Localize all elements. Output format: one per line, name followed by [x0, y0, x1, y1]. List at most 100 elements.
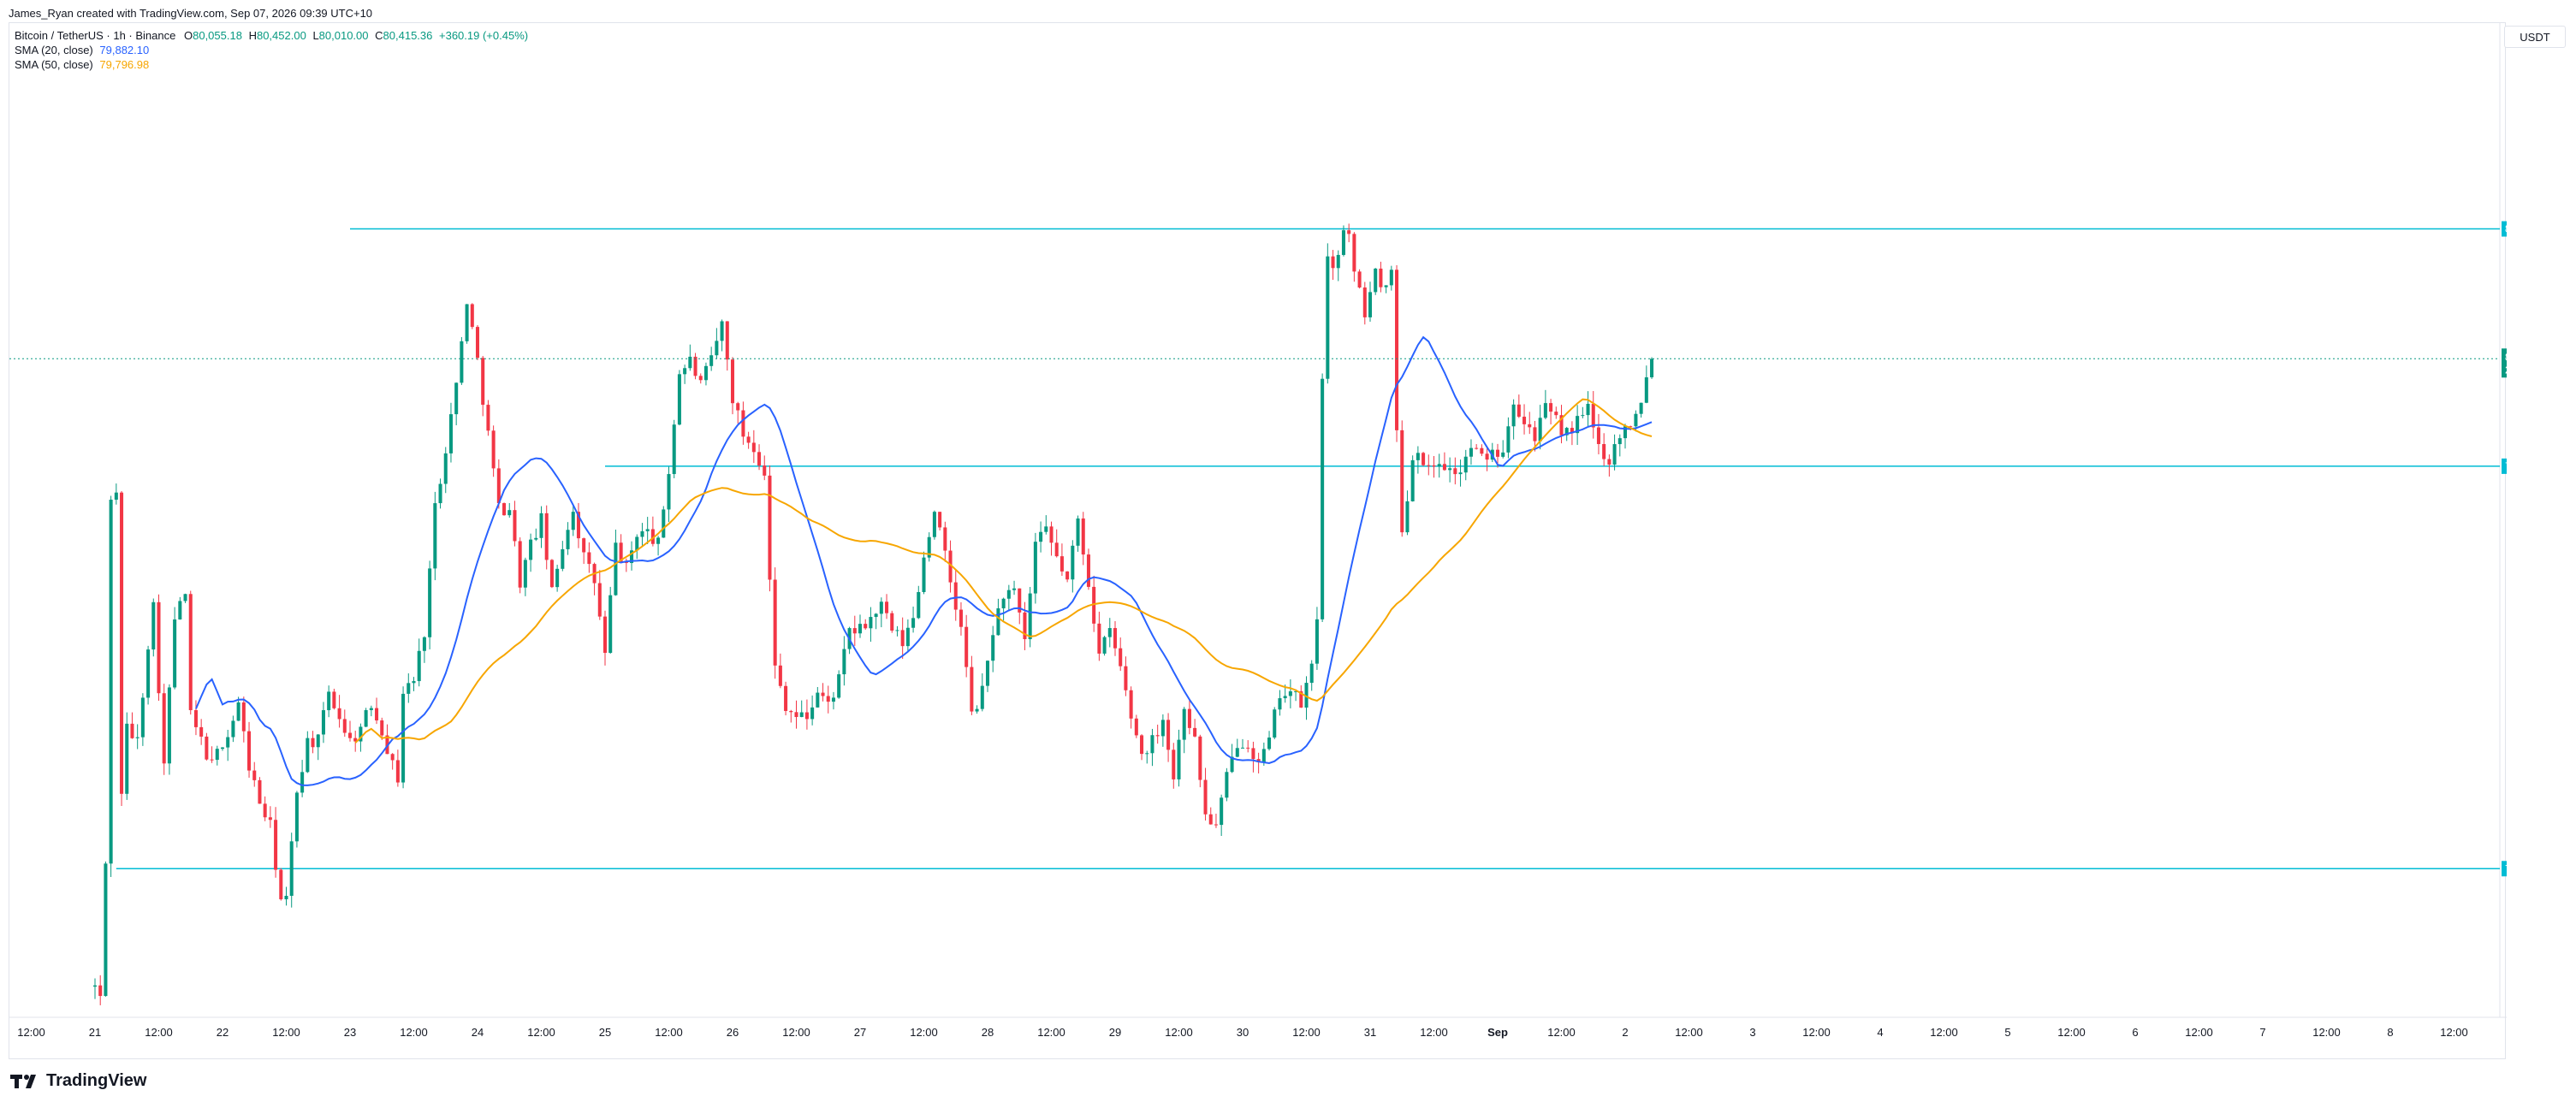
candle-body	[215, 749, 219, 761]
candle-body	[369, 708, 373, 710]
candle-body	[412, 681, 416, 684]
candle-body	[1581, 415, 1585, 417]
candle-body	[905, 627, 910, 647]
candle	[321, 702, 325, 744]
x-tick-label: 2	[1622, 1026, 1628, 1039]
candle	[1475, 444, 1479, 450]
candle	[784, 681, 788, 716]
x-tick-label: 25	[599, 1026, 611, 1039]
candle	[858, 614, 863, 638]
chart-frame[interactable]: 83,000.0082,750.0082,500.0082,250.0082,0…	[9, 22, 2507, 1060]
candle-body	[1570, 428, 1574, 434]
candle-body	[247, 731, 252, 771]
candle	[688, 344, 692, 371]
candle-body	[1607, 459, 1611, 465]
candle	[1309, 660, 1314, 691]
candle-body	[1033, 542, 1037, 594]
sma20-legend-row[interactable]: SMA (20, close) 79,882.10	[15, 43, 528, 57]
chart-legend: Bitcoin / TetherUS · 1h · Binance O80,05…	[15, 28, 528, 72]
candle	[715, 328, 719, 359]
candle	[922, 551, 926, 595]
candle	[146, 645, 151, 705]
x-tick-label: 21	[89, 1026, 101, 1039]
candle-body	[619, 542, 623, 562]
candle-body	[1576, 416, 1580, 434]
candle-body	[1475, 447, 1479, 449]
candle-body	[448, 414, 453, 453]
candle-body	[1081, 518, 1085, 555]
candle-body	[390, 754, 395, 761]
candle	[645, 517, 650, 545]
candle	[1612, 434, 1617, 471]
candle	[332, 688, 336, 710]
candle	[486, 400, 490, 436]
candle	[864, 619, 868, 631]
candle	[1304, 676, 1309, 720]
candle-body	[773, 579, 777, 666]
candle	[496, 459, 501, 509]
candle-body	[1602, 444, 1606, 459]
x-tick-label: 12:00	[1037, 1026, 1065, 1039]
candle-body	[279, 869, 283, 900]
candle-body	[342, 719, 347, 733]
candle-body	[475, 327, 480, 358]
symbol-row[interactable]: Bitcoin / TetherUS · 1h · Binance O80,05…	[15, 28, 528, 43]
candle	[1341, 225, 1345, 257]
candle	[443, 447, 448, 494]
sma50-legend-row[interactable]: SMA (50, close) 79,796.98	[15, 57, 528, 72]
candle-body	[858, 624, 863, 634]
candle-body	[608, 595, 613, 654]
candle-body	[932, 512, 936, 537]
candle-body	[1129, 690, 1133, 719]
candle	[938, 512, 942, 530]
candle	[1235, 738, 1239, 758]
candle-body	[1543, 403, 1547, 418]
candle	[316, 733, 320, 761]
candle	[114, 483, 118, 505]
candle-body	[943, 527, 947, 551]
price-chart[interactable]: 83,000.0082,750.0082,500.0082,250.0082,0…	[9, 23, 2507, 1060]
candle-body	[1028, 593, 1032, 640]
candle-body	[1140, 735, 1144, 755]
x-tick-label: 28	[982, 1026, 994, 1039]
candle-body	[1012, 588, 1017, 590]
candle	[576, 502, 580, 548]
last-price-label: 80,415.36	[2505, 351, 2507, 363]
tradingview-logo[interactable]: TradingView	[10, 1071, 146, 1091]
candle	[98, 975, 103, 1005]
candle	[698, 373, 703, 384]
candle-body	[104, 863, 108, 997]
tradingview-logo-icon	[10, 1074, 36, 1088]
candle	[1422, 452, 1426, 467]
candle	[1554, 406, 1558, 419]
candle	[1501, 440, 1505, 459]
candle	[1374, 268, 1378, 295]
candle	[417, 638, 421, 687]
candle-body	[911, 618, 916, 628]
candle-body	[428, 568, 432, 637]
candle	[1145, 750, 1149, 764]
candle-body	[799, 712, 804, 718]
candle-body	[1528, 424, 1532, 428]
candle-body	[1623, 426, 1628, 439]
candle-body	[794, 712, 798, 718]
candle	[1208, 807, 1213, 825]
candle	[210, 746, 214, 763]
candle-body	[996, 607, 1000, 636]
candle	[1071, 540, 1075, 593]
candle-body	[1469, 447, 1473, 457]
candle-body	[1554, 412, 1558, 416]
candle	[1044, 515, 1048, 535]
candle	[173, 607, 177, 690]
candle	[1294, 689, 1298, 702]
candle-body	[650, 529, 655, 544]
candle	[656, 536, 661, 556]
candle-body	[491, 430, 496, 469]
candle	[549, 559, 554, 589]
currency-button[interactable]: USDT	[2504, 26, 2566, 48]
candle	[241, 696, 246, 743]
candle-body	[1389, 270, 1393, 286]
candle	[395, 750, 400, 787]
brand-name: TradingView	[46, 1071, 147, 1090]
candle-body	[1182, 708, 1186, 740]
